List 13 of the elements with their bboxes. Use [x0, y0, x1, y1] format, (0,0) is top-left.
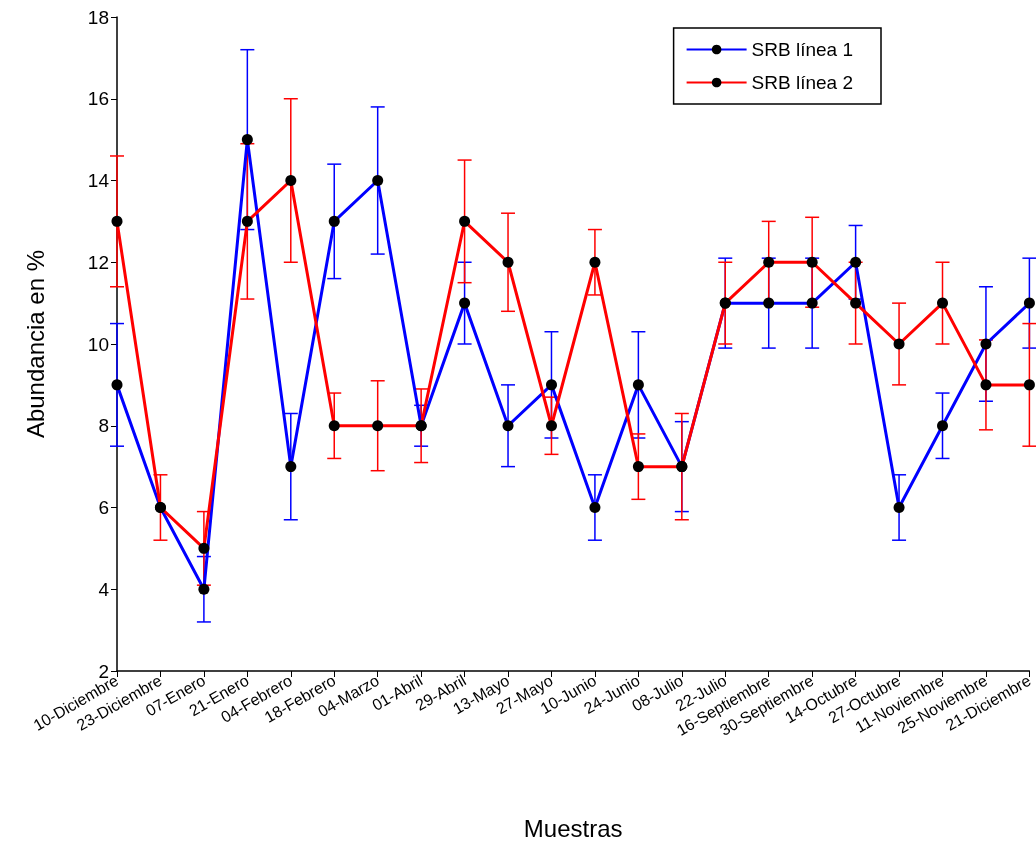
y-tick-label: 10 — [87, 333, 109, 355]
y-tick-label: 16 — [87, 88, 109, 110]
x-axis-title: Muestras — [523, 814, 623, 842]
y-tick-label: 8 — [98, 415, 109, 437]
y-axis-title: Abundancia en % — [21, 249, 49, 439]
legend-label: SRB línea 1 — [751, 39, 854, 60]
y-tick-label: 4 — [98, 578, 110, 600]
y-tick-label: 18 — [87, 6, 109, 28]
y-tick-label: 12 — [87, 251, 109, 273]
y-tick-label: 14 — [87, 170, 110, 191]
y-tick-label: 2 — [98, 660, 109, 682]
y-tick-label: 6 — [98, 497, 109, 518]
legend-label: SRB línea 2 — [751, 72, 854, 93]
